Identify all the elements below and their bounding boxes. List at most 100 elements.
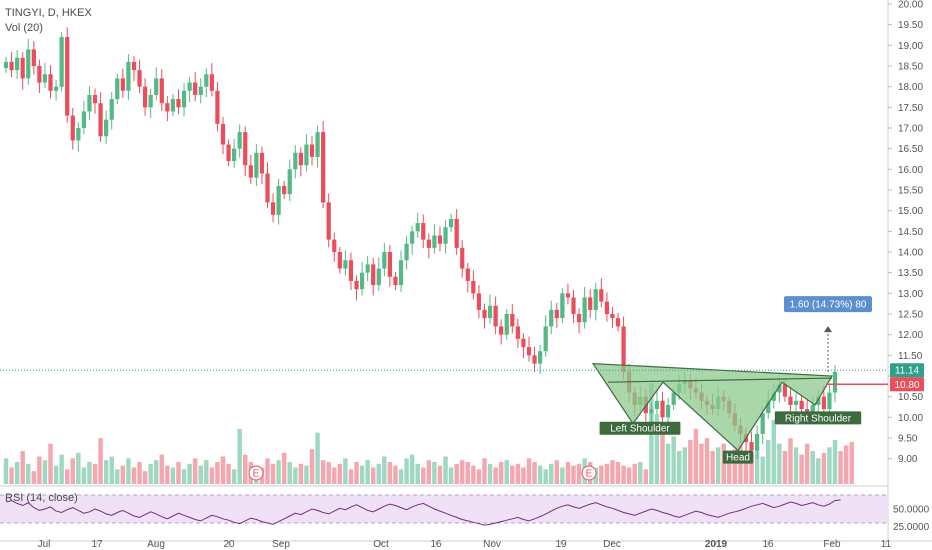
volume-bar: [788, 438, 793, 484]
candle-body: [259, 152, 265, 174]
volume-bar: [293, 467, 298, 484]
rsi-legend[interactable]: RSI (14, close): [5, 492, 78, 504]
price-tick-label: 17.00: [898, 124, 923, 135]
volume-bar: [348, 469, 354, 484]
volume-legend[interactable]: Vol (20): [5, 22, 43, 34]
volume-bar: [126, 458, 131, 484]
volume-bar: [148, 463, 153, 484]
volume-bar: [660, 429, 665, 484]
volume-bar: [482, 458, 487, 484]
volume-bar: [92, 463, 98, 484]
volume-bar: [237, 429, 242, 484]
price-tick-label: 13.50: [898, 268, 923, 279]
candle-body: [665, 404, 671, 418]
candle-body: [571, 297, 576, 314]
rsi-tick-label: 25.0000: [893, 522, 930, 533]
price-label-value: 10.80: [894, 380, 919, 391]
candle-body: [343, 260, 348, 269]
volume-bar: [766, 440, 771, 484]
candle-body: [821, 396, 826, 410]
time-tick-label: Aug: [147, 539, 165, 550]
candle-body: [304, 144, 309, 166]
volume-bar: [832, 440, 838, 484]
candle-body: [421, 223, 426, 240]
symbol-legend[interactable]: TINGYI, D, HKEX: [5, 7, 92, 19]
volume-bar: [782, 451, 788, 484]
candle-body: [410, 231, 415, 244]
volume-bar: [243, 454, 248, 484]
candle-body: [593, 289, 598, 310]
volume-bar: [771, 419, 777, 484]
candle-body: [287, 169, 292, 195]
price-tick-label: 18.50: [898, 62, 923, 73]
volume-bar: [265, 458, 270, 484]
candle-body: [521, 338, 526, 348]
time-axis[interactable]: Jul 17 Aug 20 Sep Oct 16 Nov 19 Dec 2019 16 Feb 11: [38, 539, 892, 550]
volume-bar: [343, 458, 348, 484]
candle-body: [827, 392, 832, 410]
candle-body: [109, 99, 114, 120]
candle-body: [510, 314, 515, 327]
volume-bar: [120, 465, 126, 484]
volume-bar: [688, 440, 693, 484]
volume-bar: [821, 452, 827, 484]
candle-body: [749, 442, 754, 451]
rsi-band: [0, 495, 888, 523]
volume-bar: [42, 460, 48, 484]
candle-body: [777, 384, 782, 393]
volume-bar: [437, 465, 443, 484]
volume-bar: [270, 463, 276, 484]
volume-bar: [131, 467, 137, 484]
volume-bar: [276, 460, 281, 484]
volume-bar: [398, 469, 404, 484]
time-tick-label: Sep: [272, 539, 290, 550]
volume-bar: [415, 463, 420, 484]
candle-body: [832, 371, 838, 393]
candle-body: [788, 396, 793, 405]
candle-body: [610, 314, 615, 319]
volume-bar: [231, 469, 237, 484]
candle-body: [276, 185, 281, 215]
candle-body: [371, 264, 376, 286]
volume-bar: [382, 456, 387, 484]
volume-bar: [632, 463, 637, 484]
time-tick-label: 16: [430, 539, 442, 550]
candle-body: [326, 202, 331, 240]
volume-bar: [816, 458, 821, 484]
volume-bar: [443, 456, 448, 484]
candle-body: [165, 103, 170, 112]
volume-bar: [187, 463, 192, 484]
candle-body: [337, 252, 342, 269]
earnings-marker: [248, 465, 264, 481]
candle-body: [582, 297, 587, 323]
measure-label-box: [784, 296, 872, 313]
volume-bar: [610, 460, 615, 484]
volume-bar: [165, 465, 170, 484]
candle-body: [148, 94, 153, 108]
pattern-drawing: 1.60 (14.73%) 80 Left Shoulder Head Right S…: [591, 296, 872, 464]
candle-body: [126, 61, 131, 91]
candle-body: [265, 173, 270, 203]
time-tick-label: Dec: [603, 539, 621, 550]
volume-bar: [738, 445, 743, 484]
candle-body: [142, 86, 148, 108]
candle-body: [387, 252, 393, 277]
candle-body: [465, 268, 470, 281]
volume-bar: [810, 451, 815, 484]
earnings-marker: [581, 465, 597, 481]
candle-body: [532, 355, 537, 364]
price-tick-label: 11.50: [898, 351, 923, 362]
candle-body: [209, 74, 214, 91]
volume-bar: [565, 462, 571, 484]
volume-bar: [70, 458, 75, 484]
volume-bar: [87, 462, 92, 484]
volume-bar: [337, 463, 343, 484]
candle-body: [3, 61, 9, 69]
price-axis[interactable]: 20.00 19.50 19.00 18.50 18.00 17.50 17.00 16.50…: [888, 0, 930, 533]
candle-body: [515, 326, 520, 339]
candle-body: [154, 78, 159, 95]
price-tick-label: 16.00: [898, 165, 923, 176]
volume-bar: [170, 467, 176, 484]
candle-body: [137, 70, 142, 87]
